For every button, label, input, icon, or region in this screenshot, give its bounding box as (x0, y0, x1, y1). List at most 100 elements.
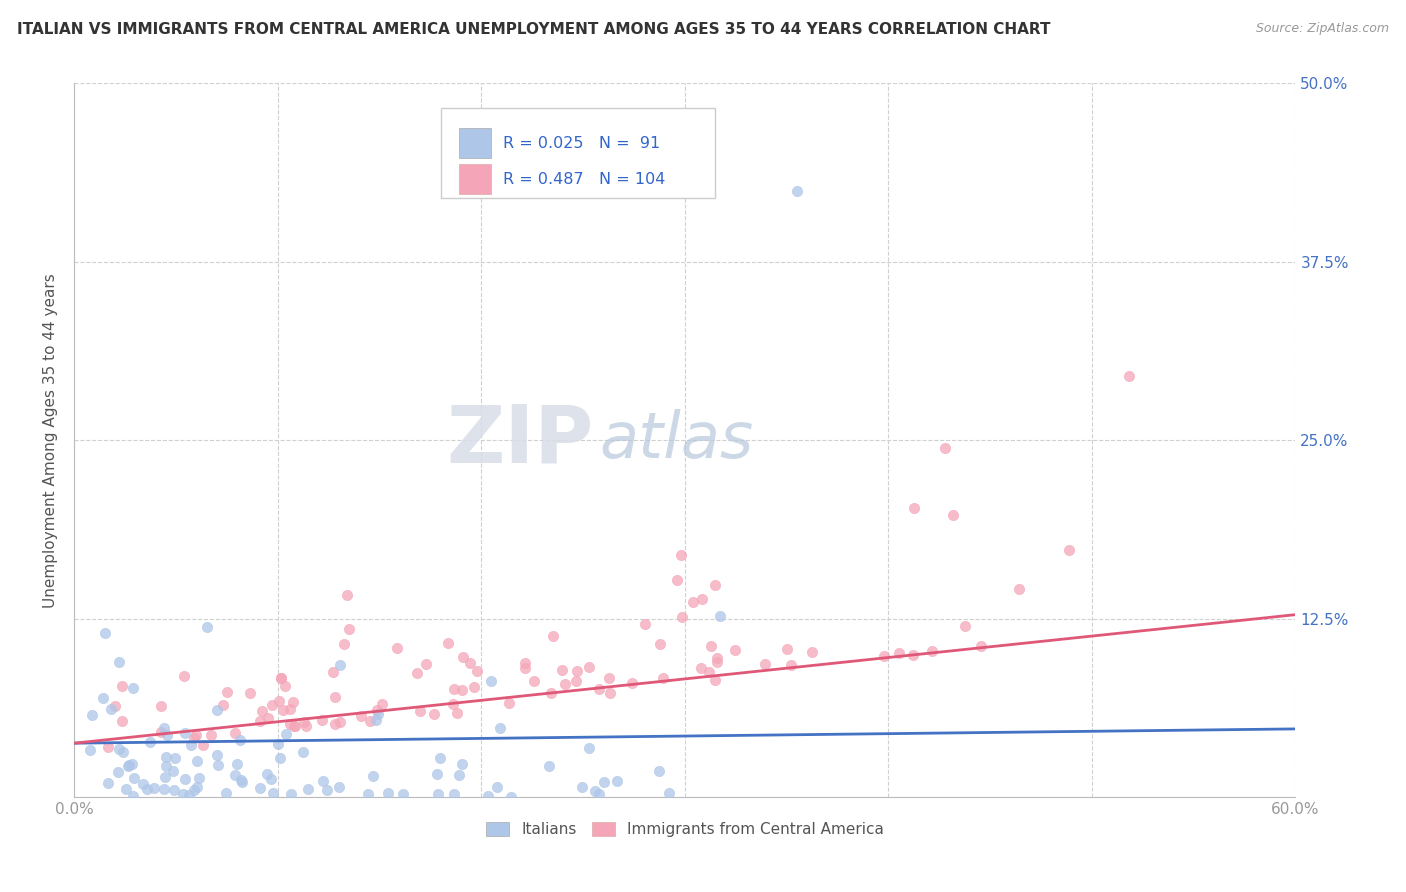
Point (156, 728, 179, 742)
Point (934, 441, 956, 455)
Point (780, 658, 803, 673)
Point (599, 685, 621, 699)
Point (583, 784, 606, 798)
Point (887, 646, 910, 660)
Point (903, 500, 925, 515)
Point (269, 751, 291, 765)
Point (292, 714, 315, 729)
Point (942, 508, 965, 522)
Point (565, 673, 588, 688)
Y-axis label: Unemployment Among Ages 35 to 44 years: Unemployment Among Ages 35 to 44 years (44, 273, 58, 607)
Point (211, 698, 233, 713)
Point (801, 645, 824, 659)
Point (174, 772, 197, 786)
Point (451, 757, 474, 772)
Point (970, 640, 993, 654)
Point (458, 656, 481, 670)
Point (329, 657, 352, 672)
Point (82, 708, 104, 723)
Text: atlas: atlas (599, 409, 754, 472)
Point (292, 745, 315, 759)
Point (191, 738, 214, 752)
Point (100, 701, 122, 715)
Point (316, 782, 339, 797)
Point (391, 787, 413, 801)
Point (294, 719, 316, 733)
Point (699, 665, 721, 679)
Point (427, 787, 450, 801)
Point (177, 788, 200, 802)
Text: R = 0.025   N =  91: R = 0.025 N = 91 (503, 136, 659, 151)
Text: Source: ZipAtlas.com: Source: ZipAtlas.com (1256, 22, 1389, 36)
Point (498, 696, 520, 710)
Point (260, 698, 283, 713)
Point (463, 680, 485, 694)
Point (224, 726, 246, 740)
Point (754, 657, 776, 672)
Point (284, 719, 307, 733)
Point (312, 774, 335, 789)
Point (593, 775, 616, 789)
Point (364, 714, 387, 728)
Point (333, 637, 356, 651)
Point (283, 695, 305, 709)
Point (776, 642, 799, 657)
Point (669, 548, 692, 562)
Point (79, 742, 101, 756)
Point (186, 754, 208, 768)
Point (207, 758, 229, 772)
Point (578, 740, 600, 755)
Point (270, 671, 292, 685)
Point (172, 787, 194, 801)
Point (409, 704, 432, 718)
Point (872, 649, 894, 664)
Point (377, 786, 399, 800)
Point (606, 773, 628, 788)
Point (571, 780, 593, 794)
Point (467, 665, 489, 679)
FancyBboxPatch shape (458, 164, 491, 194)
Point (108, 742, 131, 756)
Point (451, 649, 474, 664)
Point (422, 706, 444, 721)
Point (111, 679, 134, 693)
Point (224, 767, 246, 781)
Point (122, 789, 145, 803)
Text: ZIP: ZIP (446, 401, 593, 479)
Point (117, 759, 139, 773)
Point (143, 780, 166, 795)
Point (634, 617, 657, 632)
Point (359, 714, 381, 728)
Point (280, 787, 302, 801)
Point (652, 671, 675, 685)
Point (703, 578, 725, 592)
Point (165, 751, 187, 765)
Point (588, 787, 610, 801)
Point (183, 731, 205, 746)
Point (479, 674, 502, 689)
Point (322, 665, 344, 679)
Point (163, 783, 186, 797)
Point (276, 727, 298, 741)
Point (93, 626, 115, 640)
Point (121, 681, 143, 695)
Point (283, 719, 305, 733)
Point (229, 733, 252, 747)
Point (155, 759, 177, 773)
Point (540, 686, 562, 700)
Point (370, 697, 392, 711)
Point (270, 671, 292, 685)
Point (657, 786, 679, 800)
Point (173, 669, 195, 683)
Point (122, 772, 145, 786)
Point (107, 765, 129, 780)
Point (406, 665, 429, 680)
Point (97, 776, 120, 790)
Point (297, 781, 319, 796)
Point (443, 787, 465, 801)
Point (115, 781, 138, 796)
Point (387, 640, 409, 655)
Point (541, 629, 564, 643)
Point (328, 780, 350, 794)
Point (231, 775, 253, 789)
